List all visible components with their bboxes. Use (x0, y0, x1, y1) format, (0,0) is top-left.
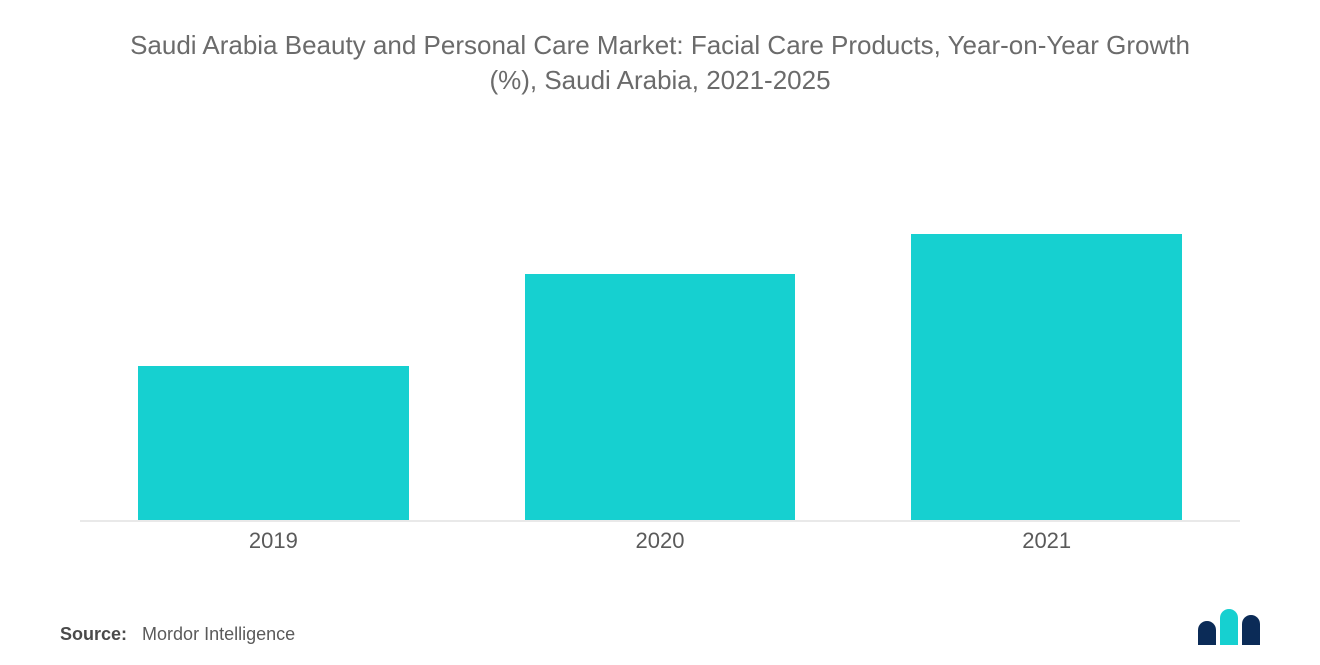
x-tick-label: 2019 (80, 528, 467, 554)
source-line: Source: Mordor Intelligence (60, 624, 295, 645)
plot-area (60, 153, 1260, 520)
bar-slot (853, 153, 1240, 520)
bar-slot (467, 153, 854, 520)
bar (138, 366, 409, 520)
source-label: Source: (60, 624, 127, 644)
chart-title: Saudi Arabia Beauty and Personal Care Ma… (110, 28, 1210, 98)
chart-container: Saudi Arabia Beauty and Personal Care Ma… (0, 0, 1320, 665)
plot-and-axis: 201920202021 (60, 153, 1260, 554)
logo-bar (1242, 615, 1260, 645)
chart-footer: Source: Mordor Intelligence (60, 609, 1260, 645)
logo-bar (1220, 609, 1238, 645)
bar (911, 234, 1182, 520)
x-tick-label: 2021 (853, 528, 1240, 554)
x-axis: 201920202021 (60, 522, 1260, 554)
mordor-logo-icon (1198, 609, 1260, 645)
bar-slot (80, 153, 467, 520)
source-value: Mordor Intelligence (142, 624, 295, 644)
x-tick-label: 2020 (467, 528, 854, 554)
bar (525, 274, 796, 520)
logo-bar (1198, 621, 1216, 645)
